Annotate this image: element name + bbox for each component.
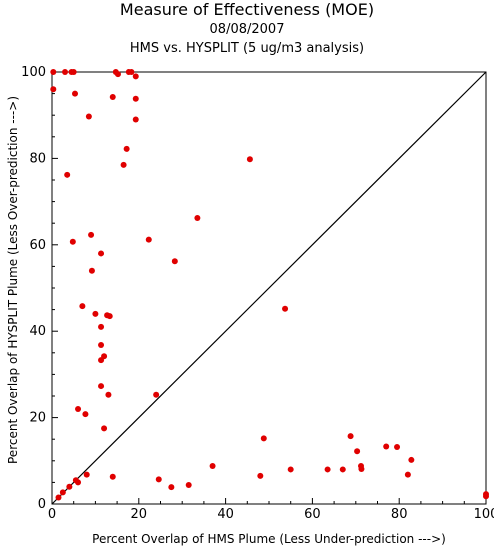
data-point: [85, 113, 92, 120]
data-point: [92, 310, 99, 317]
data-point: [358, 466, 365, 473]
data-point: [75, 479, 82, 486]
data-point: [408, 456, 415, 463]
data-point: [98, 383, 105, 390]
data-points: [50, 69, 489, 501]
data-point: [347, 433, 354, 440]
data-point: [105, 391, 112, 398]
data-point: [98, 342, 105, 349]
data-point: [128, 69, 135, 75]
data-point: [209, 462, 216, 469]
x-axis-ticks: 0 20 40 60 80 100: [48, 498, 494, 522]
data-point: [79, 303, 86, 310]
data-point: [132, 95, 139, 102]
data-point: [50, 69, 57, 75]
y-tick-label: 100: [21, 65, 46, 80]
x-tick-label: 80: [391, 507, 408, 522]
data-point: [70, 69, 77, 75]
y-axis-ticks: 0 20 40 60 80 100: [21, 65, 58, 512]
data-point: [59, 489, 66, 496]
data-point: [55, 494, 62, 501]
data-point: [168, 484, 175, 491]
data-point: [88, 231, 95, 238]
data-point: [66, 483, 73, 490]
data-point: [185, 481, 192, 488]
data-point: [50, 86, 57, 93]
data-point: [132, 116, 139, 123]
data-point: [69, 238, 76, 245]
y-tick-label: 60: [29, 238, 46, 253]
data-point: [354, 448, 361, 455]
x-tick-label: 20: [131, 507, 148, 522]
x-tick-label: 0: [48, 507, 56, 522]
diagonal-line: [51, 71, 487, 505]
data-point: [194, 215, 201, 222]
data-point: [109, 94, 116, 101]
data-point: [155, 476, 162, 483]
y-axis-label: Percent Overlap of HYSPLIT Plume (Less O…: [6, 96, 20, 464]
data-point: [257, 472, 264, 479]
data-point: [404, 471, 411, 478]
data-point: [339, 466, 346, 473]
data-point: [145, 236, 152, 243]
chart-title: Measure of Effectiveness (MOE): [119, 0, 375, 19]
data-point: [88, 267, 95, 274]
data-point: [64, 171, 71, 178]
chart-date: 08/08/2007: [209, 22, 285, 37]
data-point: [153, 391, 160, 398]
data-point: [324, 466, 331, 473]
data-point: [98, 357, 105, 364]
data-point: [114, 71, 121, 78]
data-point: [171, 258, 178, 265]
data-point: [101, 425, 108, 432]
y-tick-label: 20: [29, 411, 46, 426]
data-point: [62, 69, 69, 75]
data-point: [106, 313, 113, 320]
data-point: [109, 473, 116, 480]
data-point: [98, 250, 105, 257]
data-point: [383, 443, 390, 450]
x-axis-label: Percent Overlap of HMS Plume (Less Under…: [92, 532, 446, 546]
data-point: [483, 493, 489, 500]
data-point: [132, 73, 139, 80]
data-point: [83, 471, 90, 478]
x-tick-label: 60: [304, 507, 321, 522]
data-point: [120, 161, 127, 168]
data-point: [82, 411, 89, 418]
x-tick-label: 40: [217, 507, 234, 522]
y-tick-label: 80: [29, 151, 46, 166]
data-point: [123, 145, 130, 152]
data-point: [282, 305, 289, 312]
y-tick-label: 40: [29, 324, 46, 339]
data-point: [246, 156, 253, 163]
y-tick-label: 0: [38, 497, 46, 512]
data-point: [287, 466, 294, 473]
chart-subtitle: HMS vs. HYSPLIT (5 ug/m3 analysis): [129, 41, 365, 56]
data-point: [72, 90, 79, 97]
data-point: [260, 435, 267, 442]
data-point: [394, 443, 401, 450]
x-tick-label: 100: [474, 507, 494, 522]
data-point: [75, 405, 82, 412]
data-point: [98, 323, 105, 330]
